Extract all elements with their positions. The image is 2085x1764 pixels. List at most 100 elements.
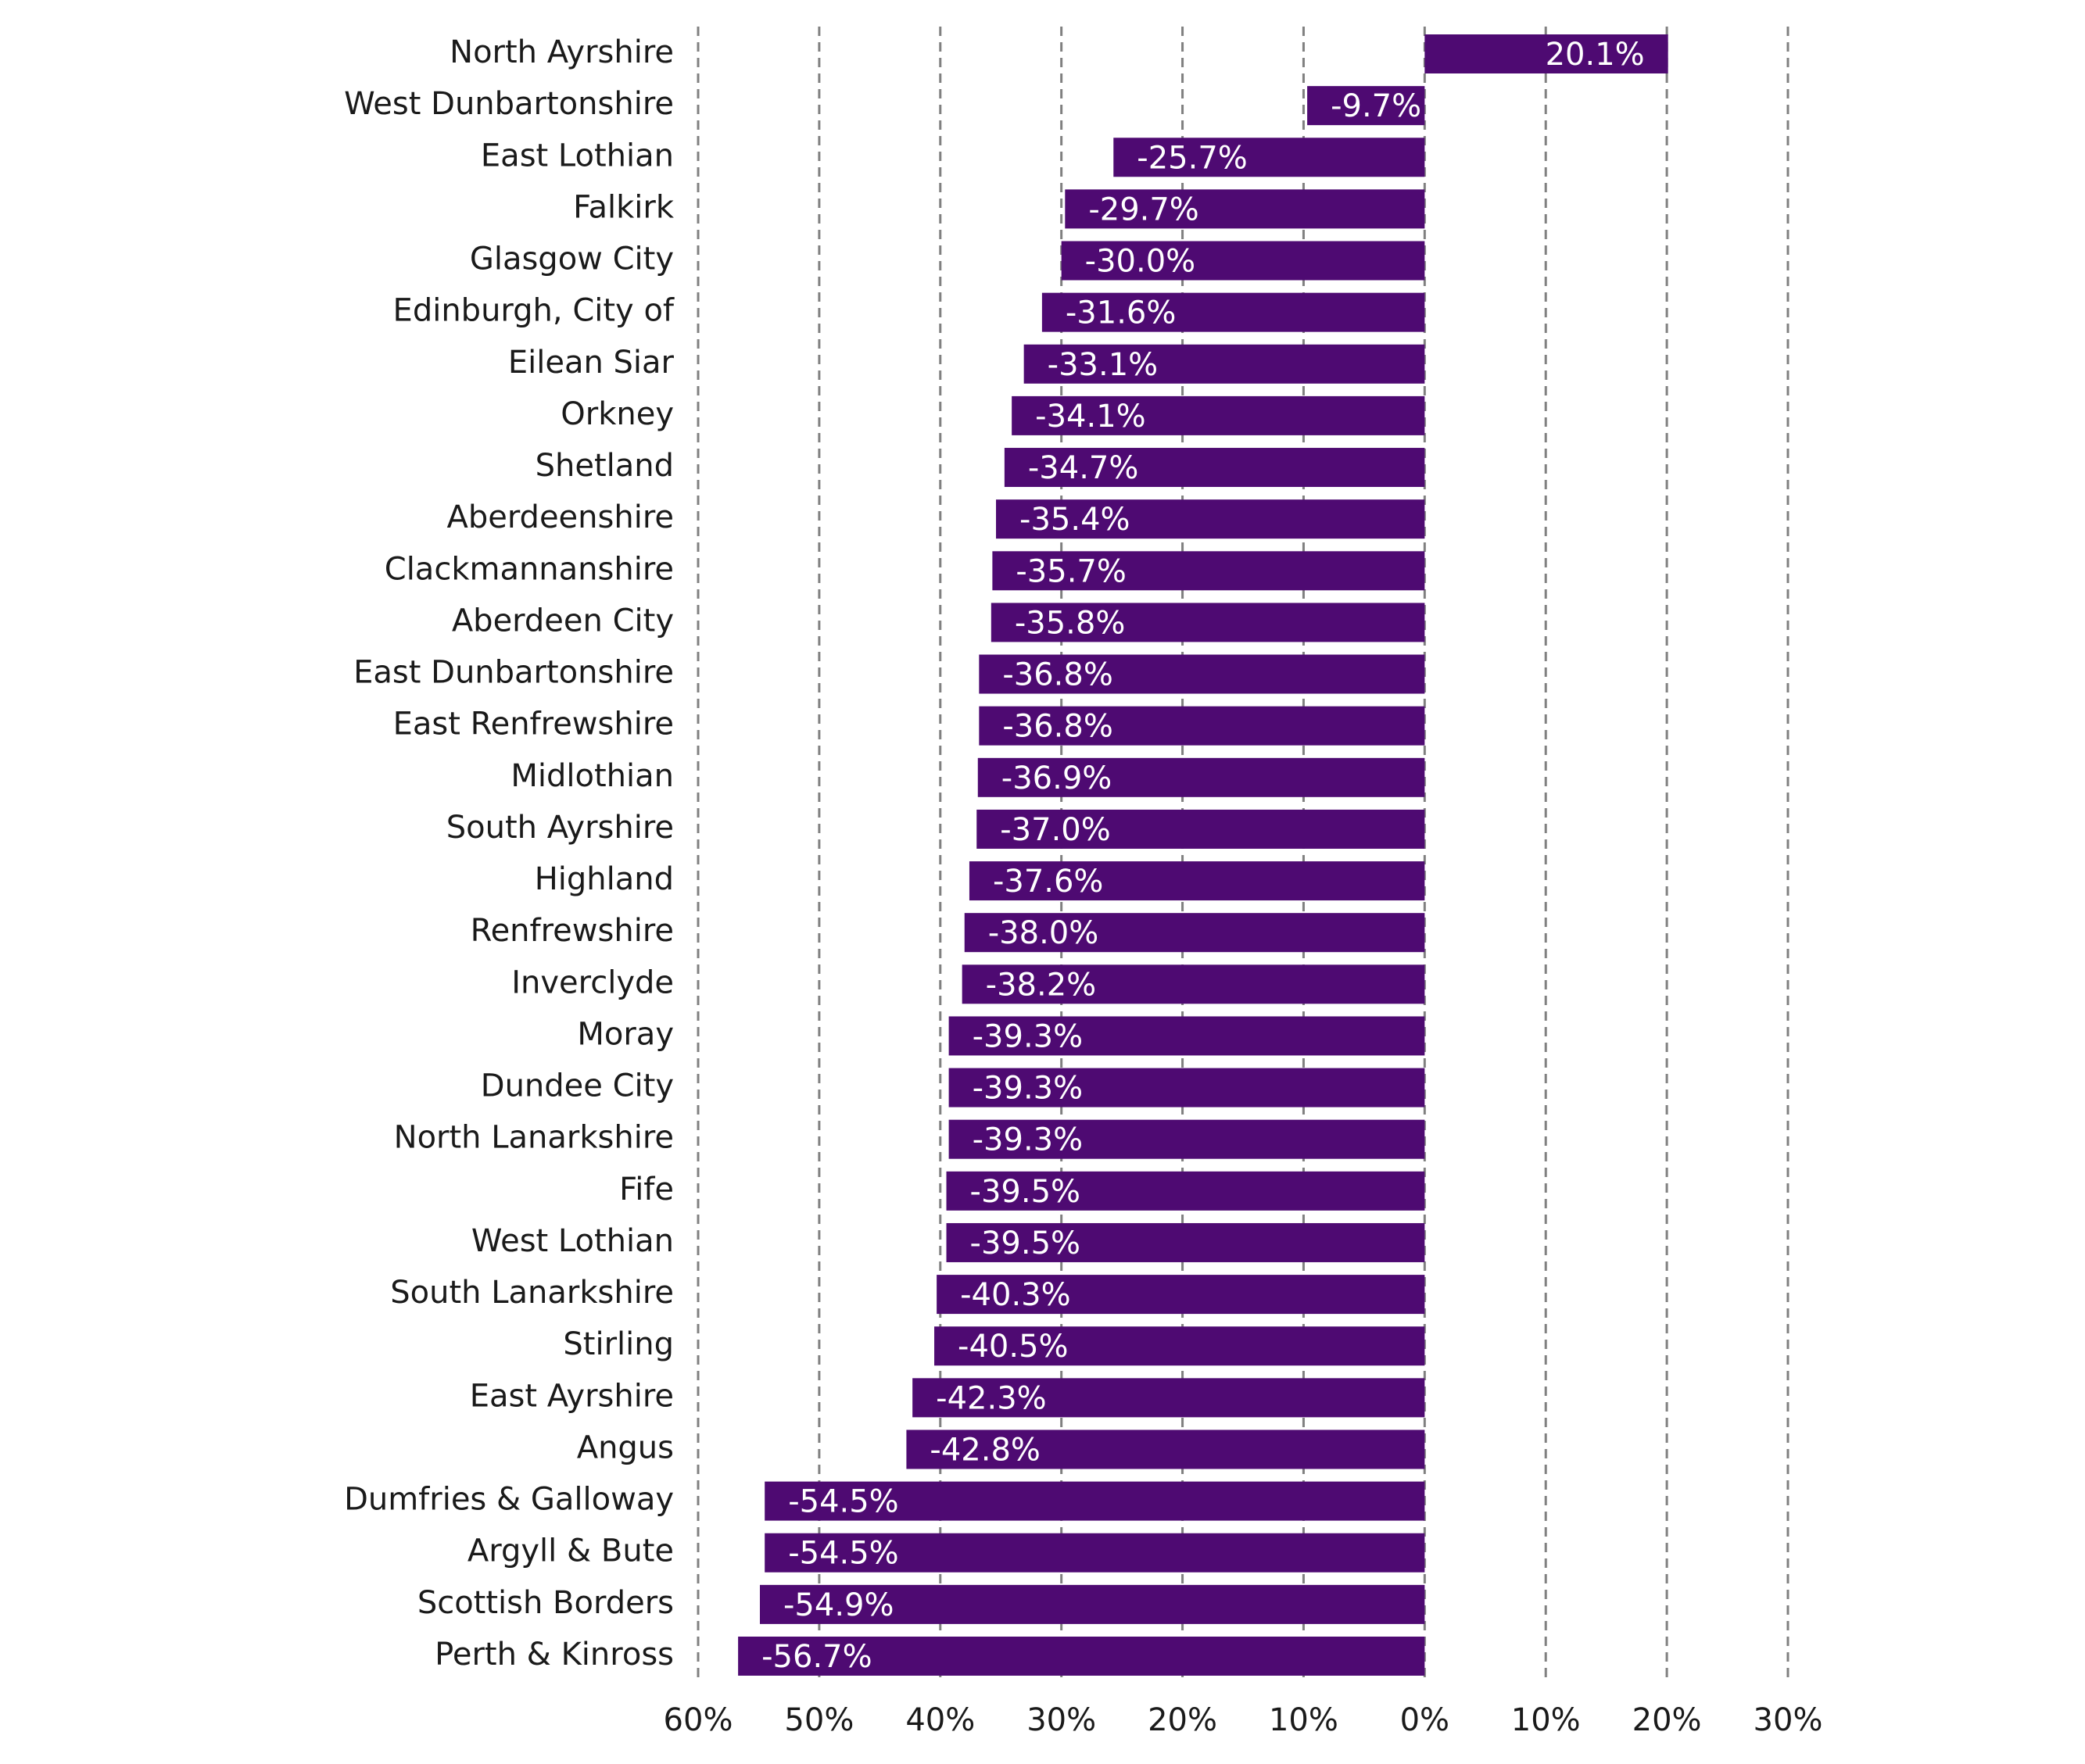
x-tick-label: 20% — [1632, 1702, 1702, 1738]
x-tick-label: 10% — [1269, 1702, 1338, 1738]
bar — [1061, 241, 1425, 281]
bar — [1004, 448, 1425, 488]
y-tick-label: East Ayrshire — [470, 1378, 674, 1414]
value-label: -39.3% — [973, 1122, 1084, 1158]
value-label: -54.5% — [788, 1484, 899, 1520]
value-label: -36.8% — [1002, 657, 1113, 693]
y-tick-label: Eilean Siar — [508, 345, 675, 381]
bar — [946, 1171, 1425, 1211]
y-tick-label: West Lothian — [471, 1223, 674, 1259]
value-label: -29.7% — [1088, 191, 1199, 227]
x-tick-label: 50% — [784, 1702, 854, 1738]
y-tick-label: Dundee City — [481, 1068, 674, 1104]
bar — [912, 1378, 1425, 1418]
bar — [948, 1068, 1425, 1107]
y-tick-label: East Dunbartonshire — [353, 655, 674, 691]
value-label: -35.7% — [1016, 553, 1127, 589]
value-label: -35.4% — [1019, 502, 1130, 538]
value-label: -54.9% — [783, 1587, 894, 1623]
value-label: -37.0% — [1000, 812, 1111, 848]
value-label: -40.5% — [958, 1329, 1069, 1365]
bar — [964, 913, 1425, 953]
value-label: -38.2% — [986, 967, 1097, 1003]
bar — [962, 964, 1425, 1004]
bar — [991, 603, 1425, 642]
bar — [906, 1429, 1425, 1469]
y-tick-label: South Ayrshire — [446, 810, 674, 846]
y-tick-label: East Renfrewshire — [393, 707, 674, 742]
y-tick-label: Dumfries & Galloway — [344, 1482, 674, 1518]
x-tick-label: 40% — [905, 1702, 975, 1738]
y-tick-label: Aberdeenshire — [446, 499, 674, 535]
value-label: -34.7% — [1028, 450, 1139, 486]
y-tick-label: Highland — [535, 861, 674, 897]
x-tick-label: 0% — [1400, 1702, 1449, 1738]
bar — [992, 551, 1425, 591]
y-tick-label: Inverclyde — [511, 964, 674, 1000]
bar — [934, 1326, 1425, 1366]
y-tick-label: Argyll & Bute — [468, 1533, 674, 1569]
bar — [738, 1637, 1425, 1676]
bar — [1012, 395, 1425, 435]
bar — [977, 757, 1425, 797]
value-label: -39.3% — [973, 1018, 1084, 1054]
y-tick-label: South Lanarkshire — [390, 1275, 674, 1311]
bar — [976, 809, 1425, 849]
y-tick-label: Glasgow City — [470, 242, 674, 277]
bar — [979, 706, 1425, 746]
value-label: -36.9% — [1001, 760, 1112, 796]
x-tick-label: 10% — [1511, 1702, 1581, 1738]
y-tick-label: West Dunbartonshire — [344, 86, 674, 122]
x-tick-label: 60% — [664, 1702, 733, 1738]
y-tick-label: Moray — [577, 1016, 674, 1052]
value-label: -35.8% — [1015, 605, 1126, 641]
value-label: -42.3% — [936, 1380, 1047, 1416]
bar — [765, 1533, 1425, 1573]
value-label: -36.8% — [1002, 709, 1113, 745]
bar — [1023, 344, 1425, 384]
bar — [996, 499, 1425, 539]
y-tick-label: Orkney — [561, 396, 674, 432]
value-label: -42.8% — [930, 1432, 1041, 1468]
value-label: -38.0% — [988, 915, 1099, 951]
value-label: -56.7% — [761, 1639, 872, 1675]
value-label: -37.6% — [993, 864, 1104, 900]
value-label: -39.5% — [970, 1225, 1081, 1261]
value-label: -30.0% — [1085, 244, 1196, 280]
value-label: -31.6% — [1066, 295, 1177, 331]
y-tick-label: Scottish Borders — [417, 1585, 674, 1621]
value-label: -39.5% — [970, 1174, 1081, 1210]
y-tick-label: Falkirk — [573, 189, 675, 225]
bar — [948, 1119, 1425, 1159]
value-label: -54.5% — [788, 1536, 899, 1572]
bar — [1307, 86, 1425, 126]
bar — [1113, 138, 1425, 177]
y-tick-label: Perth & Kinross — [435, 1637, 674, 1673]
value-label: -39.3% — [973, 1071, 1084, 1107]
value-label: -33.1% — [1048, 347, 1159, 383]
bar — [937, 1275, 1425, 1315]
x-tick-label: 30% — [1754, 1702, 1823, 1738]
bar — [759, 1584, 1425, 1624]
bar — [969, 861, 1425, 901]
y-tick-label: East Lothian — [481, 138, 674, 174]
value-label: -25.7% — [1137, 140, 1248, 176]
value-label: 20.1% — [1546, 37, 1645, 73]
y-tick-label: Fife — [619, 1172, 674, 1208]
value-label: -34.1% — [1035, 399, 1146, 435]
value-label: -40.3% — [960, 1277, 1071, 1313]
bar — [979, 654, 1425, 694]
bar — [765, 1481, 1425, 1521]
y-tick-label: Angus — [577, 1429, 674, 1465]
y-tick-label: Edinburgh, City of — [393, 293, 675, 329]
y-tick-label: North Lanarkshire — [394, 1120, 674, 1156]
bar — [946, 1222, 1425, 1262]
y-tick-label: Stirling — [563, 1326, 674, 1362]
y-tick-label: Clackmannanshire — [385, 551, 674, 587]
bar — [1041, 292, 1425, 332]
y-tick-label: Shetland — [536, 448, 674, 484]
y-tick-label: North Ayrshire — [450, 34, 674, 70]
x-tick-label: 20% — [1148, 1702, 1217, 1738]
y-tick-label: Midlothian — [511, 758, 674, 794]
